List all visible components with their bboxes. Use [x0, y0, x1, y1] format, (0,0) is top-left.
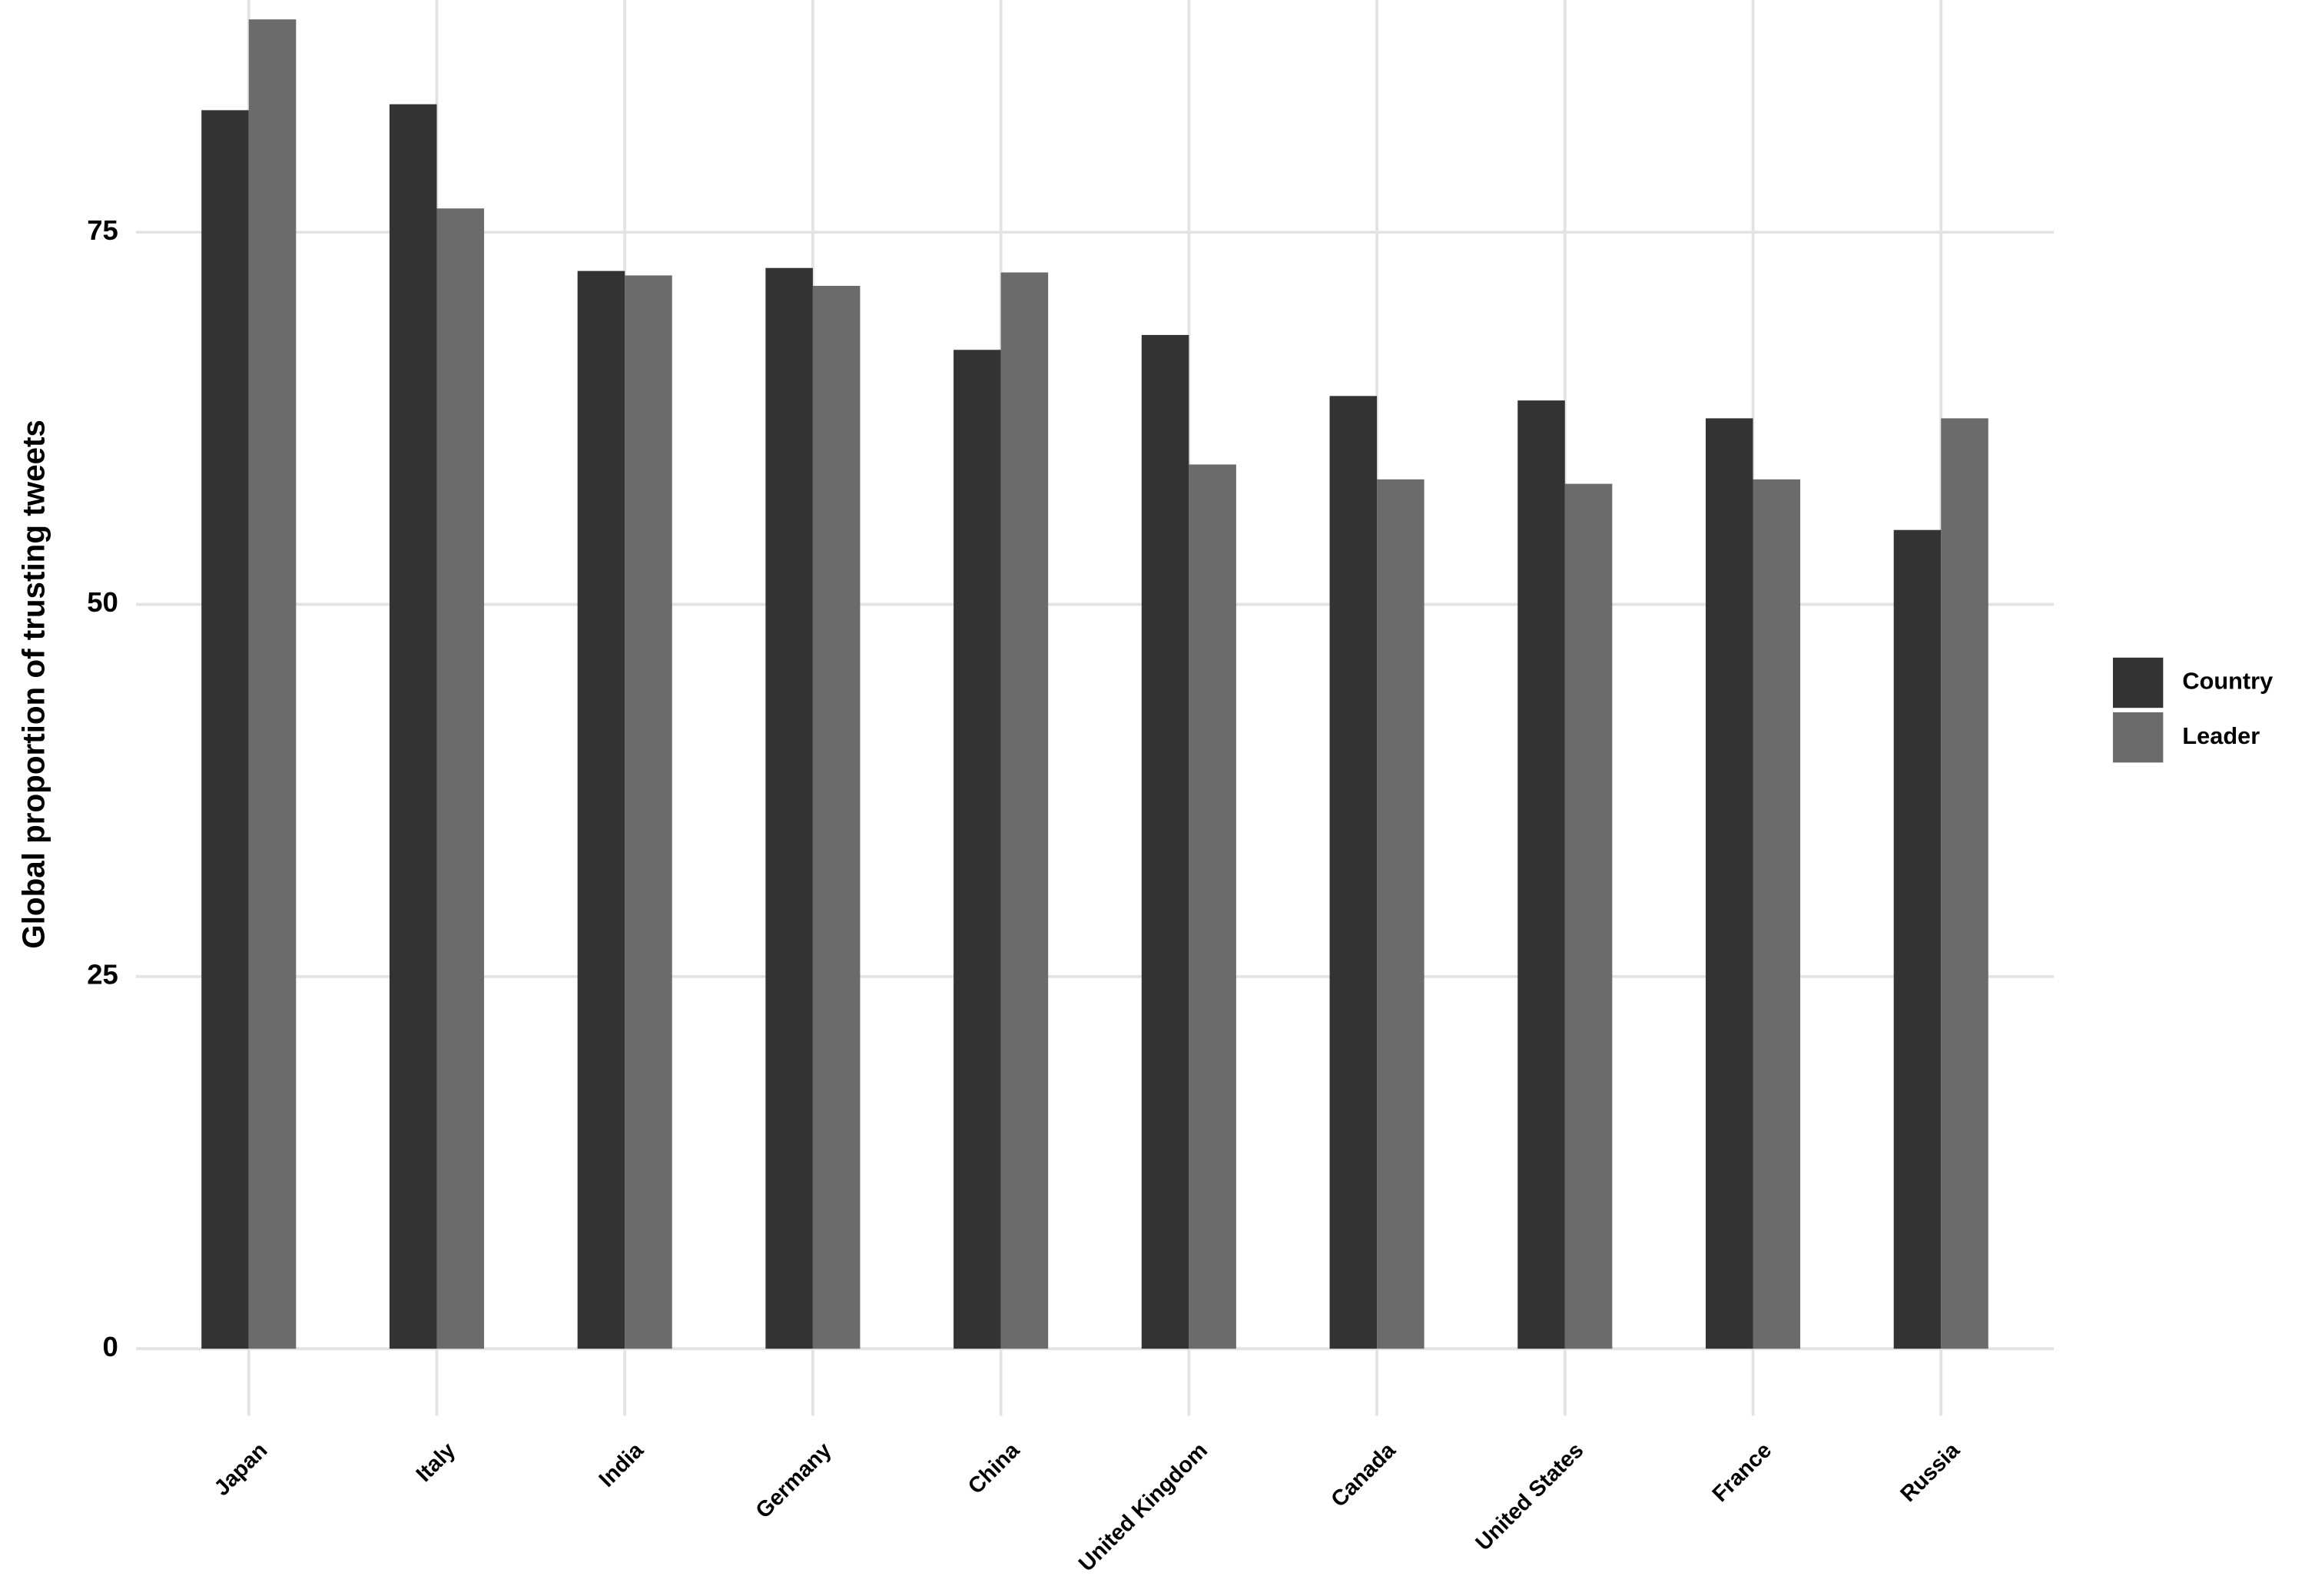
- y-axis-title: Global proportion of trusting tweets: [16, 420, 51, 949]
- y-tick-label: 25: [87, 959, 118, 990]
- bar: [1753, 479, 1801, 1349]
- x-tick-label: Japan: [210, 1438, 273, 1501]
- x-tick-label: India: [595, 1438, 649, 1492]
- x-tick-label: United Kingdom: [1074, 1438, 1212, 1577]
- bar: [625, 275, 672, 1349]
- x-tick-label: France: [1708, 1438, 1776, 1507]
- x-tick-label: United States: [1471, 1438, 1589, 1556]
- legend-label: Leader: [2182, 722, 2260, 749]
- bar: [1517, 400, 1565, 1349]
- y-tick-label: 0: [103, 1331, 118, 1362]
- x-tick-label: Italy: [412, 1438, 460, 1487]
- bar: [1564, 483, 1613, 1349]
- legend-label: Country: [2182, 668, 2273, 695]
- bar: [436, 208, 485, 1349]
- bar: [1329, 396, 1378, 1349]
- bar: [201, 110, 249, 1349]
- bar: [1941, 418, 1988, 1349]
- x-tick-label: Canada: [1326, 1438, 1401, 1512]
- bar: [1705, 418, 1753, 1349]
- x-tick-label: Germany: [751, 1438, 837, 1524]
- bar: [1189, 464, 1236, 1349]
- bar: [389, 104, 437, 1349]
- bar: [1000, 272, 1049, 1349]
- legend-key: [2113, 712, 2164, 763]
- y-tick-label: 75: [87, 214, 118, 246]
- bar: [954, 350, 1001, 1349]
- bar: [765, 267, 813, 1349]
- x-tick-label: China: [963, 1438, 1025, 1499]
- bar: [1377, 479, 1424, 1349]
- bar: [1141, 334, 1189, 1349]
- bar: [812, 285, 861, 1349]
- bar: [577, 270, 625, 1349]
- y-tick-label: 50: [87, 586, 118, 618]
- bar: [1893, 529, 1942, 1349]
- bar: [248, 19, 297, 1349]
- x-tick-label: Russia: [1895, 1438, 1965, 1507]
- legend-key: [2113, 657, 2164, 708]
